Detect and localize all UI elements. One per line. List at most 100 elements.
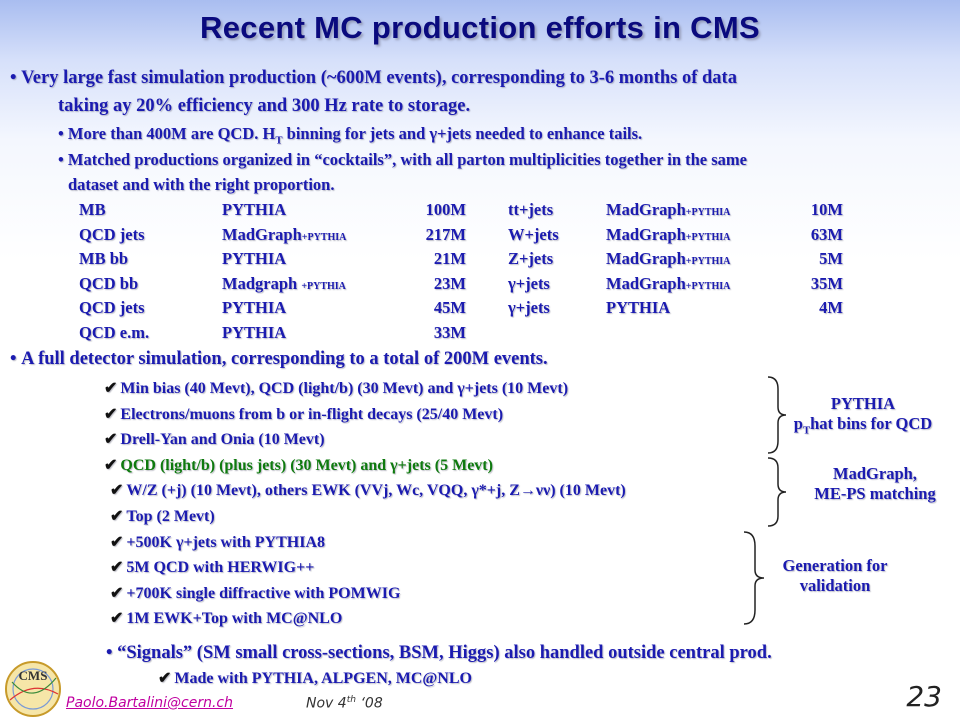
full-sim-item: ✔ Top (2 Mevt) bbox=[110, 506, 215, 526]
full-sim-item: ✔ 5M QCD with HERWIG++ bbox=[110, 557, 314, 577]
right-row-name: γ+jets bbox=[508, 273, 550, 293]
cms-logo-text: CMS bbox=[19, 668, 48, 683]
left-row-count: 100M bbox=[425, 200, 466, 219]
full-sim-item-text: 1M EWK+Top with MC@NLO bbox=[126, 610, 343, 628]
bullet-icon: • bbox=[10, 349, 22, 369]
brace-validation bbox=[743, 531, 765, 625]
checkmark-icon: ✔ bbox=[104, 380, 118, 397]
note-validation: Generation for validation bbox=[760, 556, 910, 596]
full-sim-item: ✔ +700K single diffractive with POMWIG bbox=[110, 583, 400, 603]
full-sim-item-text: Electrons/muons from b or in-flight deca… bbox=[120, 405, 504, 423]
full-sim-item-text: Drell-Yan and Onia (10 Mevt) bbox=[120, 431, 325, 449]
fast-sim-text1: Very large fast simulation production (~… bbox=[21, 68, 737, 88]
pt-p: p bbox=[793, 414, 803, 433]
right-row-count: 35M bbox=[810, 273, 843, 293]
full-sim-item-text: 5M QCD with HERWIG++ bbox=[126, 559, 315, 577]
note-madgraph-line2: ME-PS matching bbox=[814, 484, 936, 503]
date-pre: Nov 4 bbox=[306, 695, 347, 712]
full-sim-item: ✔ W/Z (+j) (10 Mevt), others EWK (VVj, Wc… bbox=[110, 480, 626, 500]
note-madgraph-line1: MadGraph, bbox=[833, 464, 917, 483]
full-sim-item: ✔ Drell-Yan and Onia (10 Mevt) bbox=[104, 429, 325, 449]
left-row-name: QCD jets bbox=[79, 298, 145, 317]
left-row-name: MB bb bbox=[79, 249, 129, 268]
right-row-count: 10M bbox=[810, 200, 843, 219]
right-row-generator-sub: +PYTHIA bbox=[685, 280, 731, 292]
left-row-generator-sub: +PYTHIA bbox=[301, 231, 347, 243]
sub1-pre: More than 400M are QCD. H bbox=[67, 124, 276, 143]
right-row-name: tt+jets bbox=[508, 200, 554, 219]
date-sup: th bbox=[346, 695, 357, 705]
left-row-name: QCD e.m. bbox=[79, 322, 150, 342]
left-row-count: 23M bbox=[433, 273, 466, 293]
note-pythia: PYTHIA pThat bins for QCD bbox=[778, 394, 948, 440]
full-sim-item-text: W/Z (+j) (10 Mevt), others EWK (VVj, Wc,… bbox=[126, 482, 626, 500]
left-row-generator-sub: +PYTHIA bbox=[301, 280, 346, 292]
left-row-count: 21M bbox=[433, 249, 466, 268]
checkmark-icon: ✔ bbox=[104, 431, 118, 449]
full-sim-heading: • A full detector simulation, correspond… bbox=[10, 349, 548, 370]
full-sim-item-text: +700K single diffractive with POMWIG bbox=[126, 584, 401, 602]
bullet-icon: • bbox=[58, 124, 68, 143]
left-row-generator: PYTHIA bbox=[222, 298, 286, 318]
left-row-generator-main: PYTHIA bbox=[222, 200, 287, 219]
fast-sim-sub1: • More than 400M are QCD. HT binning for… bbox=[58, 124, 642, 146]
sub1-post: binning for jets and γ+jets needed to en… bbox=[282, 124, 643, 143]
right-row-count: 63M bbox=[810, 224, 843, 244]
right-row-generator-main: MadGraph bbox=[606, 224, 686, 244]
right-row-name: W+jets bbox=[508, 224, 559, 244]
left-row-generator-main: PYTHIA bbox=[222, 249, 287, 268]
left-row-count: 217M bbox=[425, 224, 466, 244]
left-row-generator: MadGraph+PYTHIA bbox=[222, 225, 346, 245]
left-row-generator: PYTHIA bbox=[222, 249, 286, 269]
fast-sim-line1: • Very large fast simulation production … bbox=[10, 68, 737, 89]
checkmark-icon: ✔ bbox=[110, 533, 124, 551]
checkmark-icon: ✔ bbox=[110, 559, 124, 577]
bullet-icon: • bbox=[106, 643, 118, 663]
checkmark-icon: ✔ bbox=[110, 482, 124, 500]
left-row-generator: Madgraph +PYTHIA bbox=[222, 274, 346, 294]
checkmark-icon: ✔ bbox=[104, 456, 118, 474]
cms-logo: CMS bbox=[5, 661, 61, 717]
slide-title: Recent MC production efforts in CMS bbox=[200, 10, 760, 45]
left-row-count: 33M bbox=[433, 322, 466, 342]
checkmark-icon: ✔ bbox=[104, 405, 118, 423]
signals-item: ✔ Made with PYTHIA, ALPGEN, MC@NLO bbox=[158, 668, 472, 688]
right-row-count: 5M bbox=[819, 249, 843, 268]
left-row-name: MB bbox=[79, 200, 106, 219]
fast-sim-line2: taking ay 20% efficiency and 300 Hz rate… bbox=[58, 96, 471, 116]
left-row-generator-main: PYTHIA bbox=[222, 298, 287, 317]
full-sim-item-text: Top (2 Mevt) bbox=[126, 508, 215, 525]
checkmark-icon: ✔ bbox=[110, 508, 124, 525]
right-row-generator-main: MadGraph bbox=[606, 200, 686, 219]
pt-post: hat bins for QCD bbox=[810, 414, 933, 433]
fast-sim-sub2: • Matched productions organized in “cock… bbox=[58, 150, 747, 170]
bullet-icon: • bbox=[58, 150, 68, 169]
right-row-generator: MadGraph+PYTHIA bbox=[606, 200, 730, 220]
full-sim-item-text: QCD (light/b) (plus jets) (30 Mevt) and … bbox=[120, 456, 493, 474]
left-row-generator: PYTHIA bbox=[222, 323, 286, 343]
full-sim-item: ✔ Min bias (40 Mevt), QCD (light/b) (30 M… bbox=[104, 378, 568, 398]
checkmark-icon: ✔ bbox=[110, 610, 124, 628]
full-sim-item: ✔ +500K γ+jets with PYTHIA8 bbox=[110, 532, 325, 552]
bullet-icon: • bbox=[10, 68, 22, 88]
right-row-generator: MadGraph+PYTHIA bbox=[606, 249, 730, 269]
right-row-name: Z+jets bbox=[508, 249, 554, 268]
right-row-generator-sub: +PYTHIA bbox=[685, 231, 731, 243]
left-row-name: QCD jets bbox=[79, 224, 145, 244]
full-sim-item-text: Min bias (40 Mevt), QCD (light/b) (30 Me… bbox=[120, 380, 569, 397]
note-validation-line1: Generation for bbox=[782, 556, 888, 575]
fast-sim-sub2-cont: dataset and with the right proportion. bbox=[68, 175, 335, 194]
note-pythia-line2: pThat bins for QCD bbox=[778, 414, 948, 440]
signals-item-text: Made with PYTHIA, ALPGEN, MC@NLO bbox=[174, 670, 472, 687]
date-post: ‘08 bbox=[356, 695, 383, 712]
full-sim-item: ✔ QCD (light/b) (plus jets) (30 Mevt) and… bbox=[104, 455, 493, 475]
right-row-name: γ+jets bbox=[508, 298, 550, 317]
checkmark-icon: ✔ bbox=[110, 584, 124, 602]
full-sim-item: ✔ Electrons/muons from b or in-flight dec… bbox=[104, 404, 503, 424]
sub1-sub: T bbox=[275, 134, 283, 147]
left-row-generator: PYTHIA bbox=[222, 200, 286, 220]
right-row-generator: PYTHIA bbox=[606, 298, 670, 318]
signals-heading: • “Signals” (SM small cross-sections, BS… bbox=[106, 643, 772, 664]
left-row-generator-main: Madgraph bbox=[222, 273, 302, 293]
footer-email-link[interactable]: Paolo.Bartalini@cern.ch bbox=[66, 695, 234, 711]
